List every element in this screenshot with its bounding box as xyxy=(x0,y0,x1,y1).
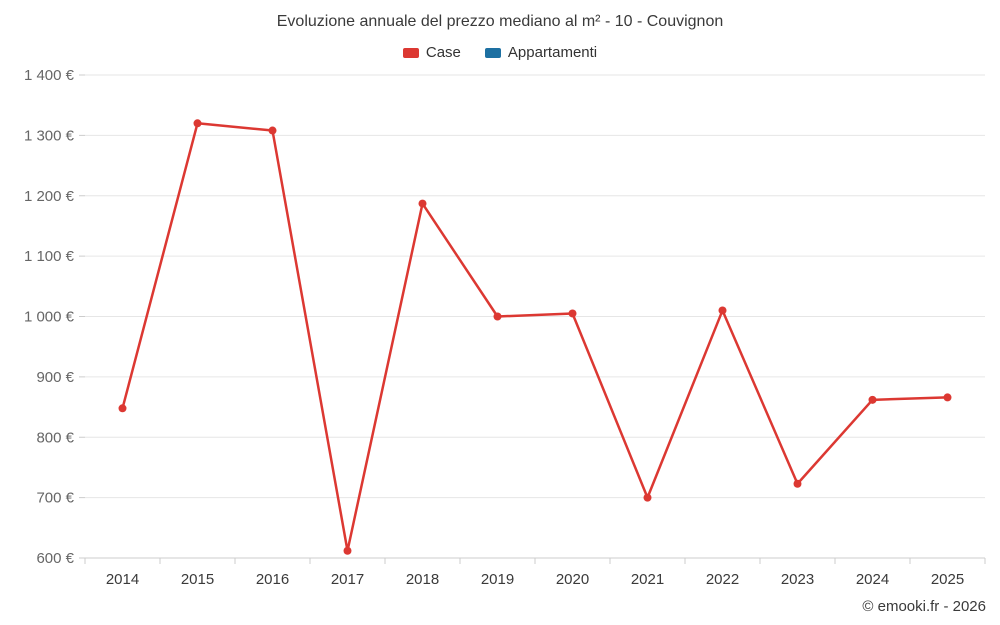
y-axis-label: 600 € xyxy=(36,550,74,567)
x-axis-label: 2020 xyxy=(556,571,589,588)
legend-marker-appartamenti-icon xyxy=(484,47,501,58)
x-axis-label: 2024 xyxy=(856,571,889,588)
x-axis-label: 2023 xyxy=(781,571,814,588)
data-point-case[interactable] xyxy=(568,309,577,318)
data-point-case[interactable] xyxy=(943,393,952,402)
x-axis-label: 2016 xyxy=(256,571,289,588)
x-axis-label: 2021 xyxy=(631,571,664,588)
data-point-case[interactable] xyxy=(493,312,502,321)
y-axis-label: 1 000 € xyxy=(24,309,75,326)
y-axis-label: 1 200 € xyxy=(24,188,75,205)
data-point-case[interactable] xyxy=(343,546,352,555)
legend-item-case[interactable]: Case xyxy=(402,44,461,61)
legend-label-case: Case xyxy=(425,44,461,61)
data-point-case[interactable] xyxy=(418,199,427,208)
legend-marker-case-icon xyxy=(402,47,419,58)
data-point-case[interactable] xyxy=(868,395,877,404)
legend-item-appartamenti[interactable]: Appartamenti xyxy=(484,44,598,61)
x-axis-label: 2017 xyxy=(331,571,364,588)
x-axis-label: 2014 xyxy=(106,571,139,588)
data-point-case[interactable] xyxy=(643,493,652,502)
y-axis-label: 900 € xyxy=(36,369,74,386)
x-axis-label: 2015 xyxy=(181,571,214,588)
data-point-case[interactable] xyxy=(793,479,802,488)
y-axis-label: 1 300 € xyxy=(24,127,75,144)
x-axis-label: 2018 xyxy=(406,571,439,588)
data-point-case[interactable] xyxy=(718,306,727,315)
x-axis-label: 2022 xyxy=(706,571,739,588)
chart-title: Evoluzione annuale del prezzo mediano al… xyxy=(276,13,724,30)
series-line-case xyxy=(121,122,949,553)
y-axis-label: 1 100 € xyxy=(24,248,75,265)
y-axis-label: 700 € xyxy=(36,490,74,507)
data-point-case[interactable] xyxy=(193,119,202,128)
y-axis-label: 1 400 € xyxy=(24,67,75,84)
data-point-case[interactable] xyxy=(118,404,127,413)
legend-label-appartamenti: Appartamenti xyxy=(507,44,598,61)
data-point-case[interactable] xyxy=(268,126,277,135)
y-axis-label: 800 € xyxy=(36,429,74,446)
legend: Case Appartamenti xyxy=(0,44,1000,61)
x-axis-label: 2019 xyxy=(481,571,514,588)
copyright: © emooki.fr - 2026 xyxy=(862,598,986,615)
x-axis-label: 2025 xyxy=(931,571,964,588)
